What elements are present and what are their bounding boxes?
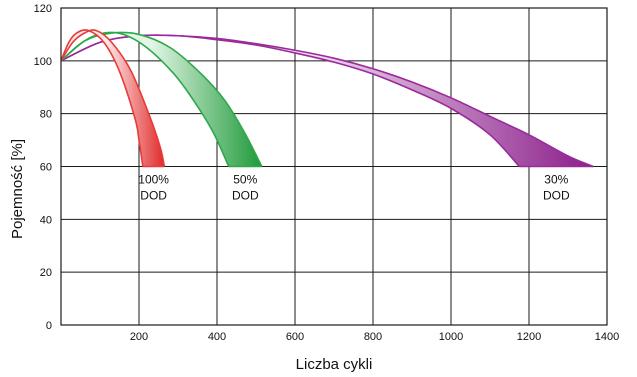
x-tick-label-800: 800 bbox=[364, 331, 382, 343]
x-axis-title: Liczba cykli bbox=[296, 356, 373, 373]
y-tick-label-20: 20 bbox=[40, 267, 52, 279]
band-upper-line-series-1 bbox=[60, 31, 263, 167]
y-tick-label-80: 80 bbox=[40, 109, 52, 121]
x-tick-label-1200: 1200 bbox=[517, 331, 541, 343]
band-lower-line-series-0 bbox=[60, 29, 144, 167]
y-tick-label-100: 100 bbox=[34, 56, 52, 68]
x-tick-label-1000: 1000 bbox=[439, 331, 463, 343]
band-label-series-2-line-0: 30% bbox=[544, 173, 568, 187]
x-tick-label-600: 600 bbox=[286, 331, 304, 343]
band-fill-series-2 bbox=[61, 35, 594, 167]
band-label-series-0-line-0: 100% bbox=[138, 173, 169, 187]
plot-border bbox=[60, 7, 608, 326]
band-label-series-1-line-1: DOD bbox=[232, 189, 259, 203]
band-fill-series-1 bbox=[61, 32, 262, 167]
y-tick-label-120: 120 bbox=[34, 3, 52, 15]
y-tick-label-60: 60 bbox=[40, 162, 52, 174]
tick-labels: 200 400 600 800 1000 1200 1400 0 20 40 60 80 100 120 bbox=[34, 3, 620, 343]
band-labels: 30% DOD 50% DOD 100% DOD bbox=[138, 173, 570, 203]
band-fill-series-0 bbox=[61, 29, 165, 167]
band-upper-line-series-2 bbox=[60, 34, 594, 168]
band-upper-line-series-0 bbox=[60, 29, 166, 167]
band-label-series-0-line-1: DOD bbox=[140, 189, 167, 203]
x-tick-label-200: 200 bbox=[130, 331, 148, 343]
y-axis-title: Pojemność [%] bbox=[9, 139, 26, 239]
band-label-series-2-line-1: DOD bbox=[543, 189, 570, 203]
plot-frame bbox=[60, 7, 608, 326]
y-tick-label-40: 40 bbox=[40, 214, 52, 226]
y-tick-label-0: 0 bbox=[46, 320, 52, 332]
x-tick-label-400: 400 bbox=[208, 331, 226, 343]
x-tick-label-1400: 1400 bbox=[595, 331, 619, 343]
dod-bands bbox=[60, 29, 594, 168]
band-label-series-1-line-0: 50% bbox=[233, 173, 257, 187]
